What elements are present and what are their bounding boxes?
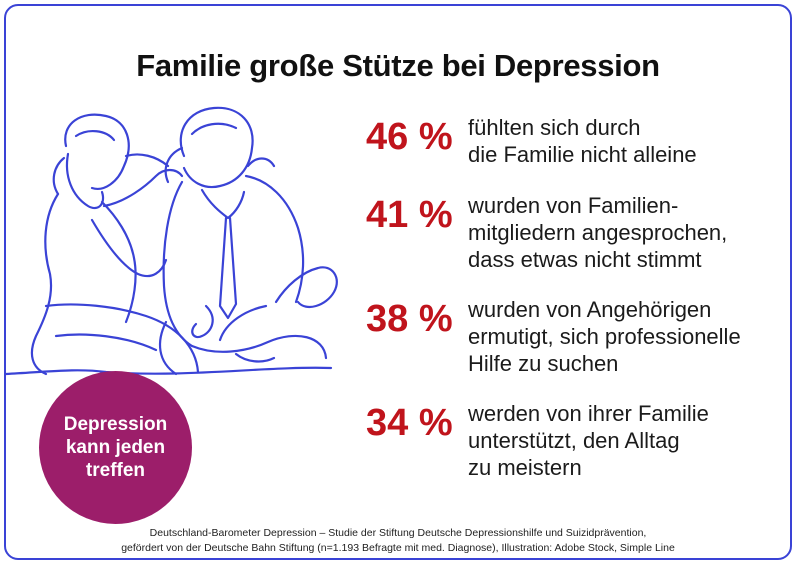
page-title: Familie große Stütze bei Depression	[136, 48, 660, 83]
two-people-line-art-icon	[6, 106, 338, 376]
stat-text: wurden von Angehörigen ermutigt, sich pr…	[468, 297, 741, 376]
footer-line: Deutschland-Barometer Depression – Studi…	[149, 527, 647, 539]
source-footer: Deutschland-Barometer Depression – Studi…	[6, 526, 790, 556]
stat-percent: 46 %	[366, 116, 453, 158]
stat-text: fühlten sich durch die Familie nicht all…	[468, 115, 697, 167]
infographic-frame: Familie große Stütze bei Depression	[4, 4, 792, 560]
stat-percent: 41 %	[366, 194, 453, 236]
stat-text: wurden von Familien- mitgliedern angespr…	[468, 193, 728, 272]
stat-text: werden von ihrer Familie unterstützt, de…	[468, 401, 709, 480]
stat-percent: 34 %	[366, 402, 453, 444]
stat-percent: 38 %	[366, 298, 453, 340]
badge-text: Depression kann jeden treffen	[63, 414, 168, 481]
depression-badge: Depression kann jeden treffen	[39, 371, 192, 524]
footer-line: gefördert von der Deutsche Bahn Stiftung…	[121, 542, 675, 554]
